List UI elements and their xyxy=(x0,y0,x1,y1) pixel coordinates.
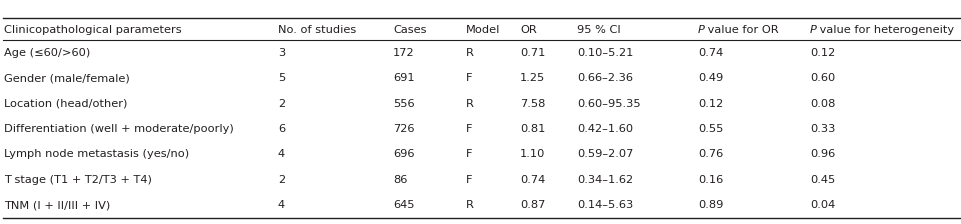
Text: R: R xyxy=(465,99,474,109)
Text: 0.08: 0.08 xyxy=(809,99,834,109)
Text: Cases: Cases xyxy=(393,25,426,35)
Text: OR: OR xyxy=(520,25,536,35)
Text: value for heterogeneity: value for heterogeneity xyxy=(816,25,953,35)
Text: 556: 556 xyxy=(393,99,414,109)
Text: 0.81: 0.81 xyxy=(520,124,545,134)
Text: Gender (male/female): Gender (male/female) xyxy=(4,73,130,83)
Text: T stage (T1 + T2/T3 + T4): T stage (T1 + T2/T3 + T4) xyxy=(4,175,152,185)
Text: 0.16: 0.16 xyxy=(698,175,723,185)
Text: 0.59–2.07: 0.59–2.07 xyxy=(577,149,632,159)
Text: 0.60: 0.60 xyxy=(809,73,834,83)
Text: 5: 5 xyxy=(278,73,285,83)
Text: 0.87: 0.87 xyxy=(520,200,545,210)
Text: value for OR: value for OR xyxy=(703,25,778,35)
Text: 0.12: 0.12 xyxy=(698,99,723,109)
Text: 0.33: 0.33 xyxy=(809,124,834,134)
Text: 0.71: 0.71 xyxy=(520,48,545,58)
Text: Differentiation (well + moderate/poorly): Differentiation (well + moderate/poorly) xyxy=(4,124,234,134)
Text: 4: 4 xyxy=(278,200,284,210)
Text: F: F xyxy=(465,149,472,159)
Text: Clinicopathological parameters: Clinicopathological parameters xyxy=(4,25,182,35)
Text: 645: 645 xyxy=(393,200,414,210)
Text: 3: 3 xyxy=(278,48,285,58)
Text: 726: 726 xyxy=(393,124,414,134)
Text: R: R xyxy=(465,200,474,210)
Text: 0.12: 0.12 xyxy=(809,48,834,58)
Text: 0.60–95.35: 0.60–95.35 xyxy=(577,99,640,109)
Text: 0.96: 0.96 xyxy=(809,149,834,159)
Text: R: R xyxy=(465,48,474,58)
Text: 6: 6 xyxy=(278,124,284,134)
Text: No. of studies: No. of studies xyxy=(278,25,356,35)
Text: 0.76: 0.76 xyxy=(698,149,723,159)
Text: 95 % CI: 95 % CI xyxy=(577,25,620,35)
Text: 0.10–5.21: 0.10–5.21 xyxy=(577,48,632,58)
Text: 691: 691 xyxy=(393,73,414,83)
Text: 0.55: 0.55 xyxy=(698,124,723,134)
Text: F: F xyxy=(465,124,472,134)
Text: 0.89: 0.89 xyxy=(698,200,723,210)
Text: 1.25: 1.25 xyxy=(520,73,545,83)
Text: 1.10: 1.10 xyxy=(520,149,545,159)
Text: Model: Model xyxy=(465,25,500,35)
Text: 172: 172 xyxy=(393,48,414,58)
Text: P: P xyxy=(698,25,704,35)
Text: F: F xyxy=(465,175,472,185)
Text: 0.49: 0.49 xyxy=(698,73,723,83)
Text: 0.04: 0.04 xyxy=(809,200,834,210)
Text: 7.58: 7.58 xyxy=(520,99,545,109)
Text: Lymph node metastasis (yes/no): Lymph node metastasis (yes/no) xyxy=(4,149,189,159)
Text: Location (head/other): Location (head/other) xyxy=(4,99,127,109)
Text: P: P xyxy=(809,25,816,35)
Text: 0.74: 0.74 xyxy=(698,48,723,58)
Text: 0.42–1.60: 0.42–1.60 xyxy=(577,124,632,134)
Text: Age (≤60/>60): Age (≤60/>60) xyxy=(4,48,90,58)
Text: 0.34–1.62: 0.34–1.62 xyxy=(577,175,632,185)
Text: 0.74: 0.74 xyxy=(520,175,545,185)
Text: 0.45: 0.45 xyxy=(809,175,834,185)
Text: 696: 696 xyxy=(393,149,414,159)
Text: 4: 4 xyxy=(278,149,284,159)
Text: F: F xyxy=(465,73,472,83)
Text: 2: 2 xyxy=(278,99,284,109)
Text: 0.66–2.36: 0.66–2.36 xyxy=(577,73,632,83)
Text: 0.14–5.63: 0.14–5.63 xyxy=(577,200,632,210)
Text: 2: 2 xyxy=(278,175,284,185)
Text: TNM (I + II/III + IV): TNM (I + II/III + IV) xyxy=(4,200,111,210)
Text: 86: 86 xyxy=(393,175,407,185)
